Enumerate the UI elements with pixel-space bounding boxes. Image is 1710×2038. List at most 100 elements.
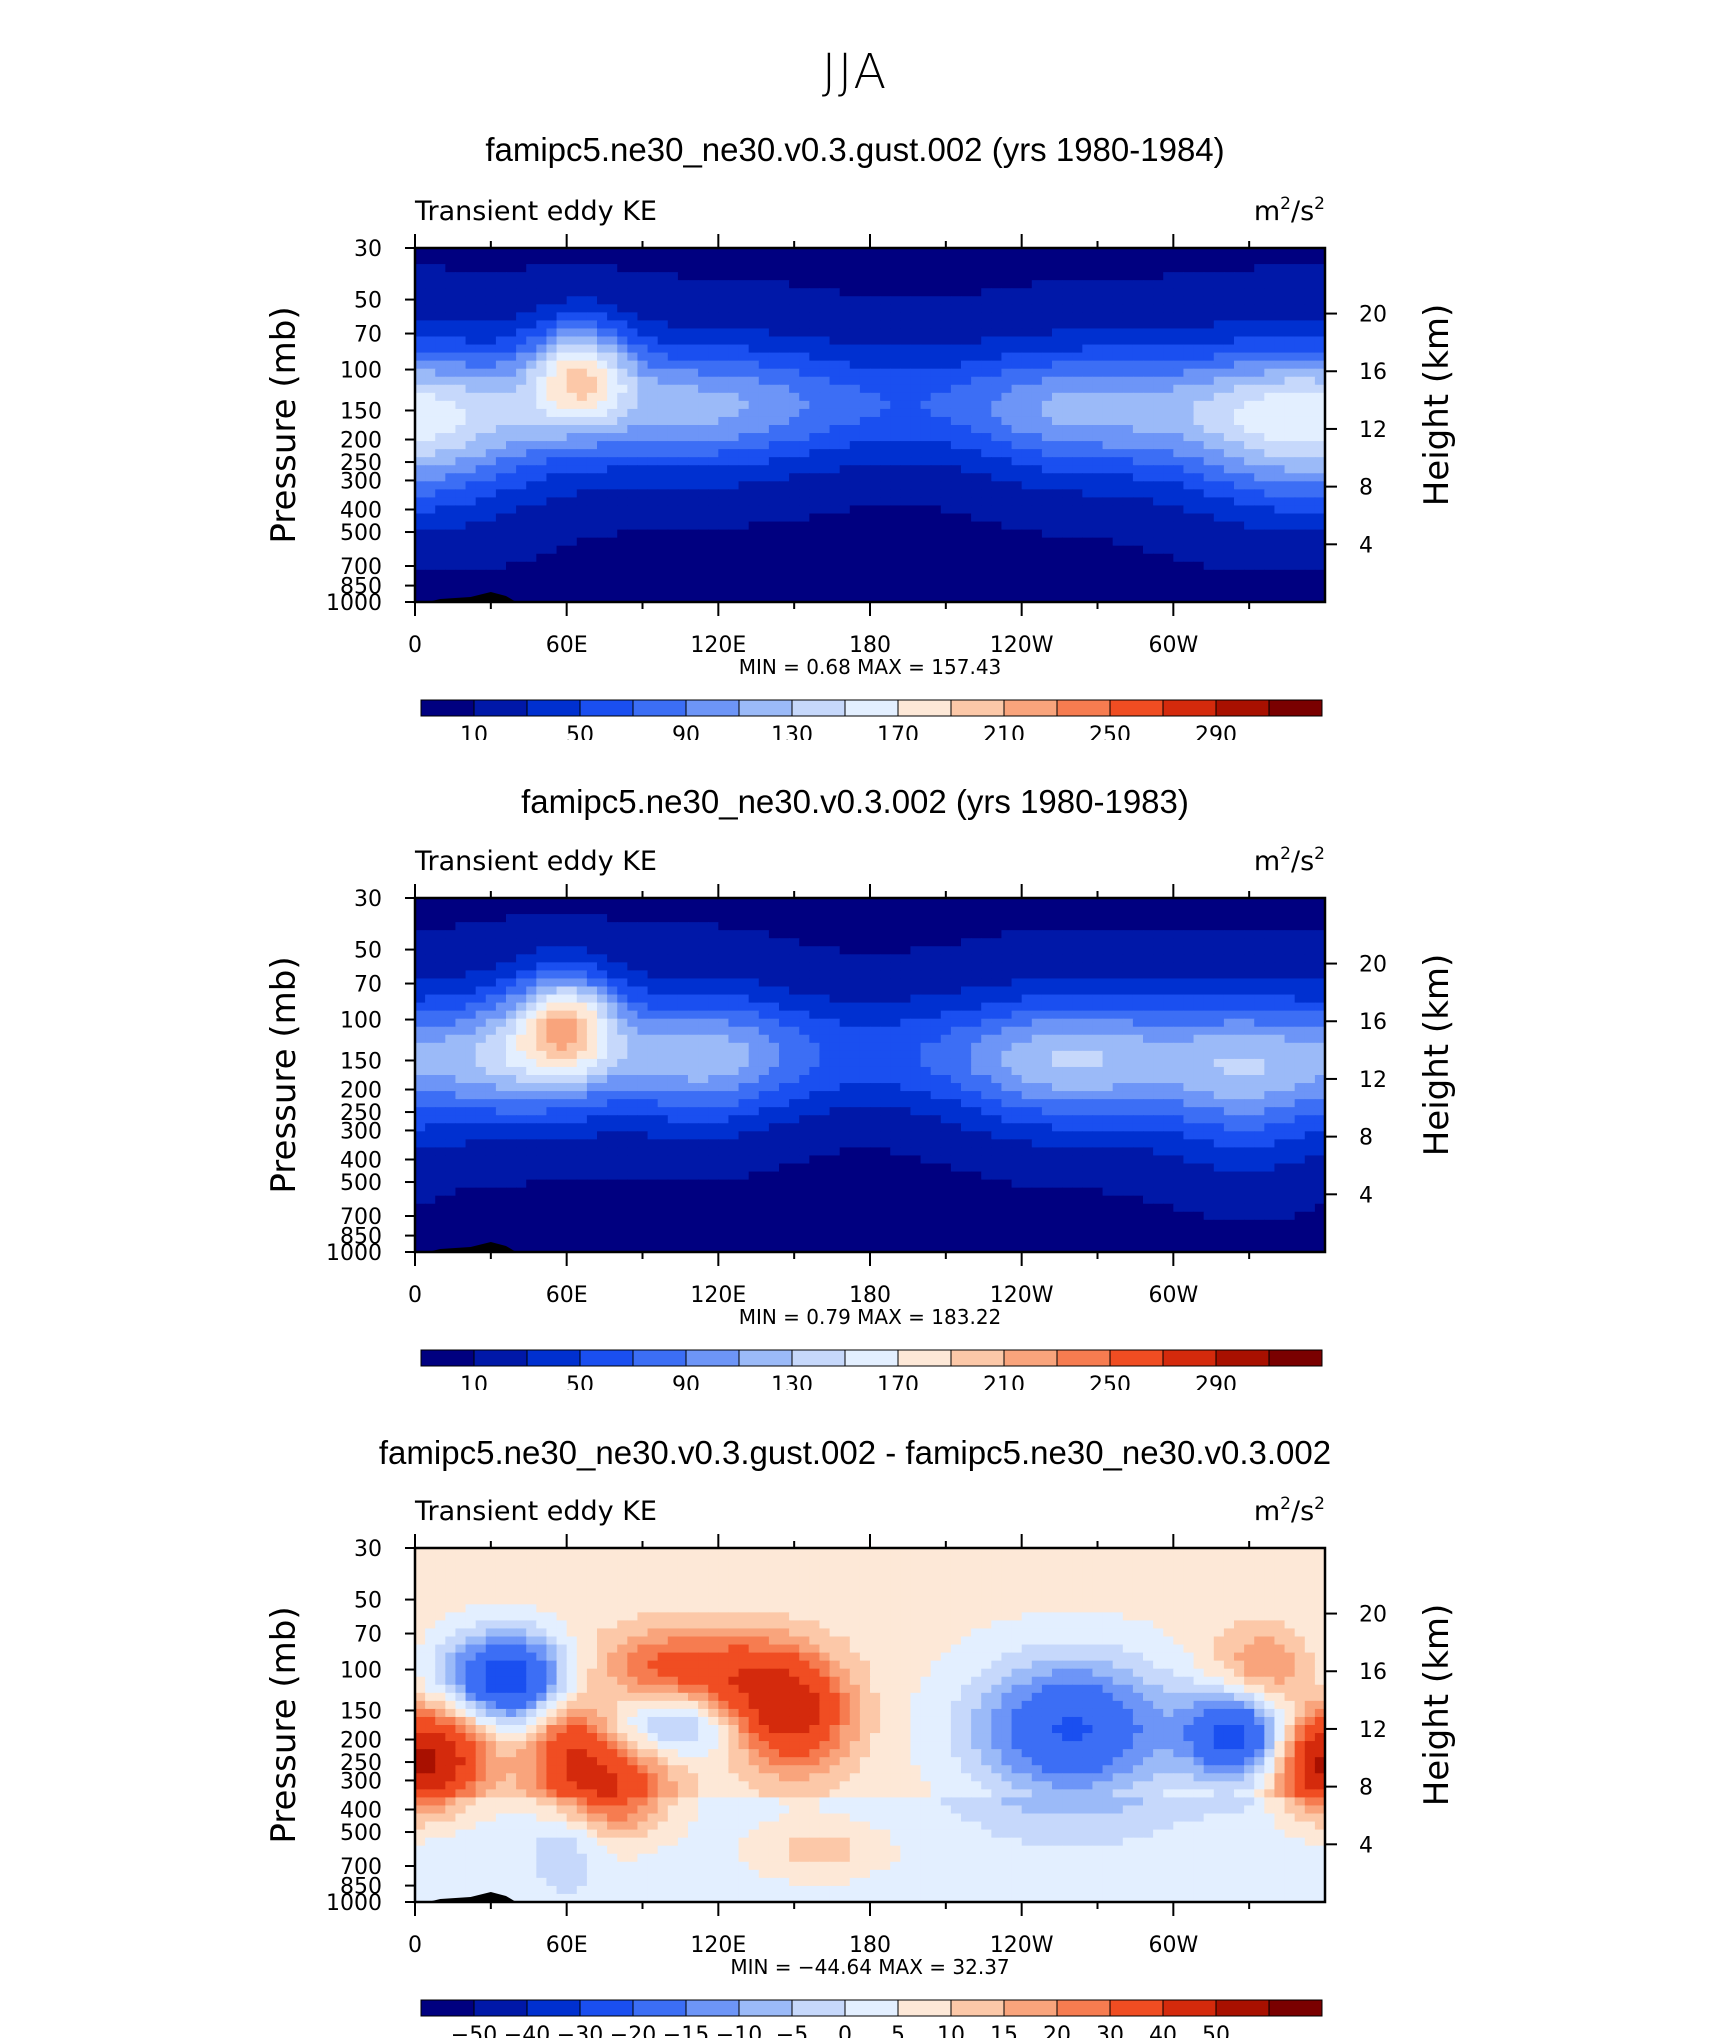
field-cell bbox=[748, 962, 760, 972]
field-cell bbox=[586, 336, 598, 346]
field-cell bbox=[597, 978, 608, 988]
field-cell bbox=[627, 256, 639, 265]
field-cell bbox=[1021, 400, 1033, 410]
field-cell bbox=[961, 400, 972, 410]
field-cell bbox=[667, 577, 679, 587]
field-cell bbox=[940, 930, 952, 939]
field-cell bbox=[930, 256, 942, 265]
field-cell bbox=[415, 922, 426, 931]
field-cell bbox=[698, 930, 709, 939]
field-cell bbox=[485, 545, 497, 555]
field-cell bbox=[475, 320, 487, 330]
field-cell bbox=[829, 320, 841, 330]
field-cell bbox=[981, 264, 992, 273]
field-cell bbox=[566, 465, 578, 474]
field-cell bbox=[859, 898, 871, 907]
field-cell bbox=[1112, 529, 1124, 539]
field-cell bbox=[1132, 521, 1144, 531]
field-cell bbox=[485, 898, 497, 907]
field-cell bbox=[1203, 577, 1215, 587]
field-cell bbox=[819, 457, 831, 466]
field-cell bbox=[809, 577, 821, 587]
field-cell bbox=[1223, 545, 1235, 555]
field-cell bbox=[667, 352, 679, 362]
field-cell bbox=[1213, 457, 1225, 466]
field-cell bbox=[718, 561, 730, 571]
field-cell bbox=[819, 408, 831, 418]
field-cell bbox=[556, 529, 568, 539]
field-cell bbox=[425, 304, 436, 313]
field-cell bbox=[627, 593, 639, 602]
field-cell bbox=[1213, 392, 1225, 402]
field-cell bbox=[627, 425, 639, 434]
field-cell bbox=[1062, 497, 1073, 507]
field-cell bbox=[1021, 513, 1033, 523]
field-cell bbox=[425, 497, 436, 507]
field-cell bbox=[991, 962, 1003, 972]
field-cell bbox=[779, 561, 790, 571]
field-cell bbox=[1173, 938, 1185, 947]
field-cell bbox=[950, 561, 962, 571]
field-cell bbox=[991, 473, 1003, 482]
field-cell bbox=[981, 392, 992, 402]
field-cell bbox=[799, 304, 810, 313]
field-cell bbox=[991, 569, 1003, 579]
field-cell bbox=[789, 416, 800, 426]
field-cell bbox=[485, 930, 497, 939]
field-cell bbox=[1102, 481, 1114, 490]
field-cell bbox=[930, 922, 942, 931]
field-cell bbox=[1284, 922, 1296, 931]
field-cell bbox=[1001, 441, 1013, 450]
field-cell bbox=[718, 272, 730, 281]
field-cell bbox=[1234, 922, 1245, 931]
field-cell bbox=[1031, 344, 1043, 354]
field-cell bbox=[1163, 320, 1174, 330]
field-cell bbox=[1284, 433, 1296, 442]
field-cell bbox=[880, 569, 891, 579]
field-cell bbox=[920, 922, 932, 931]
field-cell bbox=[1193, 473, 1205, 482]
field-cell bbox=[506, 256, 517, 265]
field-cell bbox=[809, 593, 821, 602]
field-cell bbox=[667, 320, 679, 330]
field-cell bbox=[607, 304, 618, 313]
field-cell bbox=[1143, 465, 1154, 474]
field-cell bbox=[900, 922, 912, 931]
field-cell bbox=[738, 521, 750, 531]
field-cell bbox=[425, 585, 436, 595]
field-cell bbox=[1264, 272, 1276, 281]
field-cell bbox=[829, 962, 841, 972]
field-cell bbox=[880, 898, 891, 907]
field-cell bbox=[1304, 449, 1316, 458]
field-cell bbox=[849, 416, 861, 426]
field-cell bbox=[940, 344, 952, 354]
field-cell bbox=[728, 336, 740, 346]
field-cell bbox=[1254, 906, 1265, 915]
field-cell bbox=[961, 898, 972, 907]
field-cell bbox=[657, 392, 669, 402]
field-cell bbox=[738, 938, 750, 947]
field-cell bbox=[839, 561, 851, 571]
field-cell bbox=[586, 537, 598, 547]
field-cell bbox=[1193, 296, 1205, 305]
field-cell bbox=[586, 352, 598, 362]
field-cell bbox=[647, 272, 659, 281]
field-cell bbox=[758, 441, 770, 450]
field-cell bbox=[425, 914, 436, 923]
field-cell bbox=[748, 569, 760, 579]
field-cell bbox=[1072, 489, 1083, 499]
field-cell bbox=[779, 352, 790, 362]
field-cell bbox=[1264, 400, 1276, 410]
field-cell bbox=[890, 585, 901, 595]
field-cell bbox=[1223, 272, 1235, 281]
field-cell bbox=[748, 593, 760, 602]
field-cell bbox=[991, 497, 1003, 507]
field-cell bbox=[465, 922, 477, 931]
field-cell bbox=[849, 561, 861, 571]
field-cell bbox=[1254, 577, 1265, 587]
field-cell bbox=[758, 256, 770, 265]
field-cell bbox=[768, 312, 780, 322]
field-cell bbox=[1163, 585, 1174, 595]
field-cell bbox=[920, 489, 932, 499]
field-cell bbox=[485, 954, 497, 963]
